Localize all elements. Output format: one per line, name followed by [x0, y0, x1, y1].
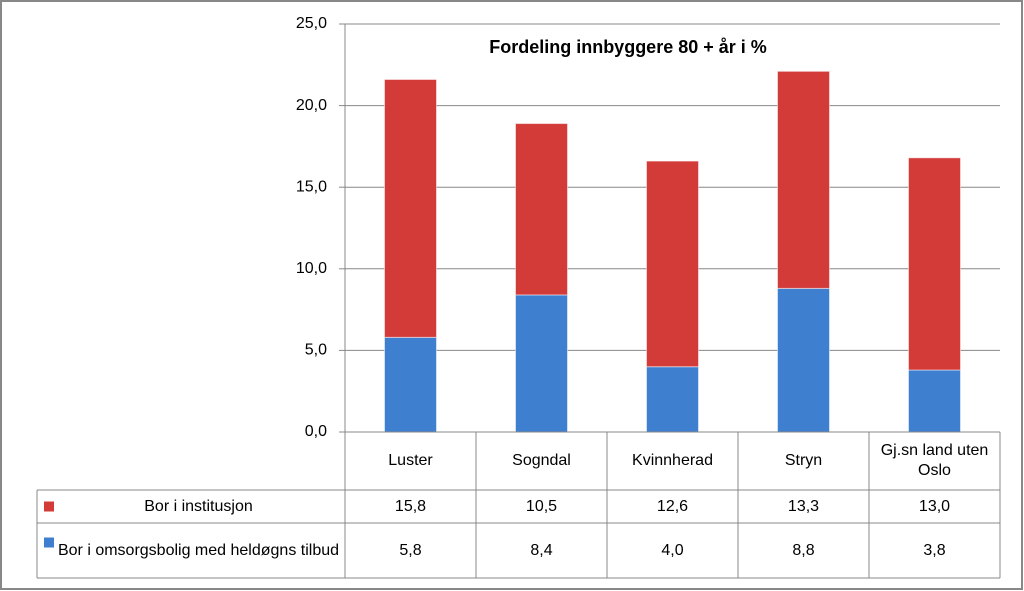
x-tick-label-box: Sogndal: [512, 452, 571, 469]
data-label: 5,8: [399, 541, 422, 559]
data-label-box: 8,4: [530, 541, 553, 559]
y-tick-label: 20,0: [296, 97, 327, 114]
y-tick-label: 0,0: [305, 423, 327, 440]
data-label-box: 12,6: [656, 497, 689, 515]
bar-segment: [384, 78, 437, 338]
x-tick-label: Luster: [388, 452, 433, 469]
x-tick-label-box: Gj.sn land uten Oslo: [880, 442, 989, 479]
bar-segment: [646, 160, 699, 368]
data-label-box: 8,8: [792, 541, 815, 559]
legend-label-box: Bor i omsorgsbolig med heldøgns tilbud: [57, 541, 340, 559]
x-tick-label-box: Luster: [388, 452, 433, 469]
bar-segment: [908, 157, 961, 371]
data-label: 13,3: [787, 497, 820, 515]
data-label: 8,4: [530, 541, 553, 559]
y-tick-label: 25,0: [296, 15, 327, 32]
bar-segment: [646, 366, 699, 433]
data-label-box: 3,8: [923, 541, 946, 559]
bar-segment: [777, 287, 830, 433]
legend-label: Bor i omsorgsbolig med heldøgns tilbud: [57, 541, 340, 559]
bar-segment: [908, 369, 961, 433]
chart-title: Fordeling innbyggere 80 + år i %: [489, 37, 767, 57]
legend-swatch: [44, 537, 54, 548]
data-label-box: 5,8: [399, 541, 422, 559]
x-tick-label: Stryn: [784, 452, 823, 469]
data-label: 15,8: [394, 497, 427, 515]
data-label-box: 13,3: [787, 497, 820, 515]
bar-segment: [777, 70, 830, 289]
data-label-box: 13,0: [918, 497, 951, 515]
bar-segment: [515, 294, 568, 433]
x-tick-label: Gj.sn land uten Oslo: [880, 442, 989, 479]
x-tick-label: Kvinnherad: [632, 452, 713, 469]
data-label: 8,8: [792, 541, 815, 559]
data-label-box: 15,8: [394, 497, 427, 515]
legend-swatch: [44, 501, 54, 512]
data-label-box: 10,5: [525, 497, 558, 515]
legend-label-box: Bor i institusjon: [144, 497, 253, 515]
data-label: 3,8: [923, 541, 946, 559]
data-label: 12,6: [656, 497, 689, 515]
bar-segment: [515, 123, 568, 296]
data-label: 13,0: [918, 497, 951, 515]
x-tick-label: Sogndal: [512, 452, 571, 469]
legend-label: Bor i institusjon: [144, 497, 253, 515]
y-tick-label: 15,0: [296, 178, 327, 195]
data-label-box: 4,0: [661, 541, 684, 559]
data-label: 4,0: [661, 541, 684, 559]
x-tick-label-box: Kvinnherad: [632, 452, 713, 469]
y-tick-label: 10,0: [296, 260, 327, 277]
data-label: 10,5: [525, 497, 558, 515]
y-tick-label: 5,0: [305, 342, 327, 359]
x-tick-label-box: Stryn: [784, 452, 823, 469]
bar-segment: [384, 336, 437, 433]
